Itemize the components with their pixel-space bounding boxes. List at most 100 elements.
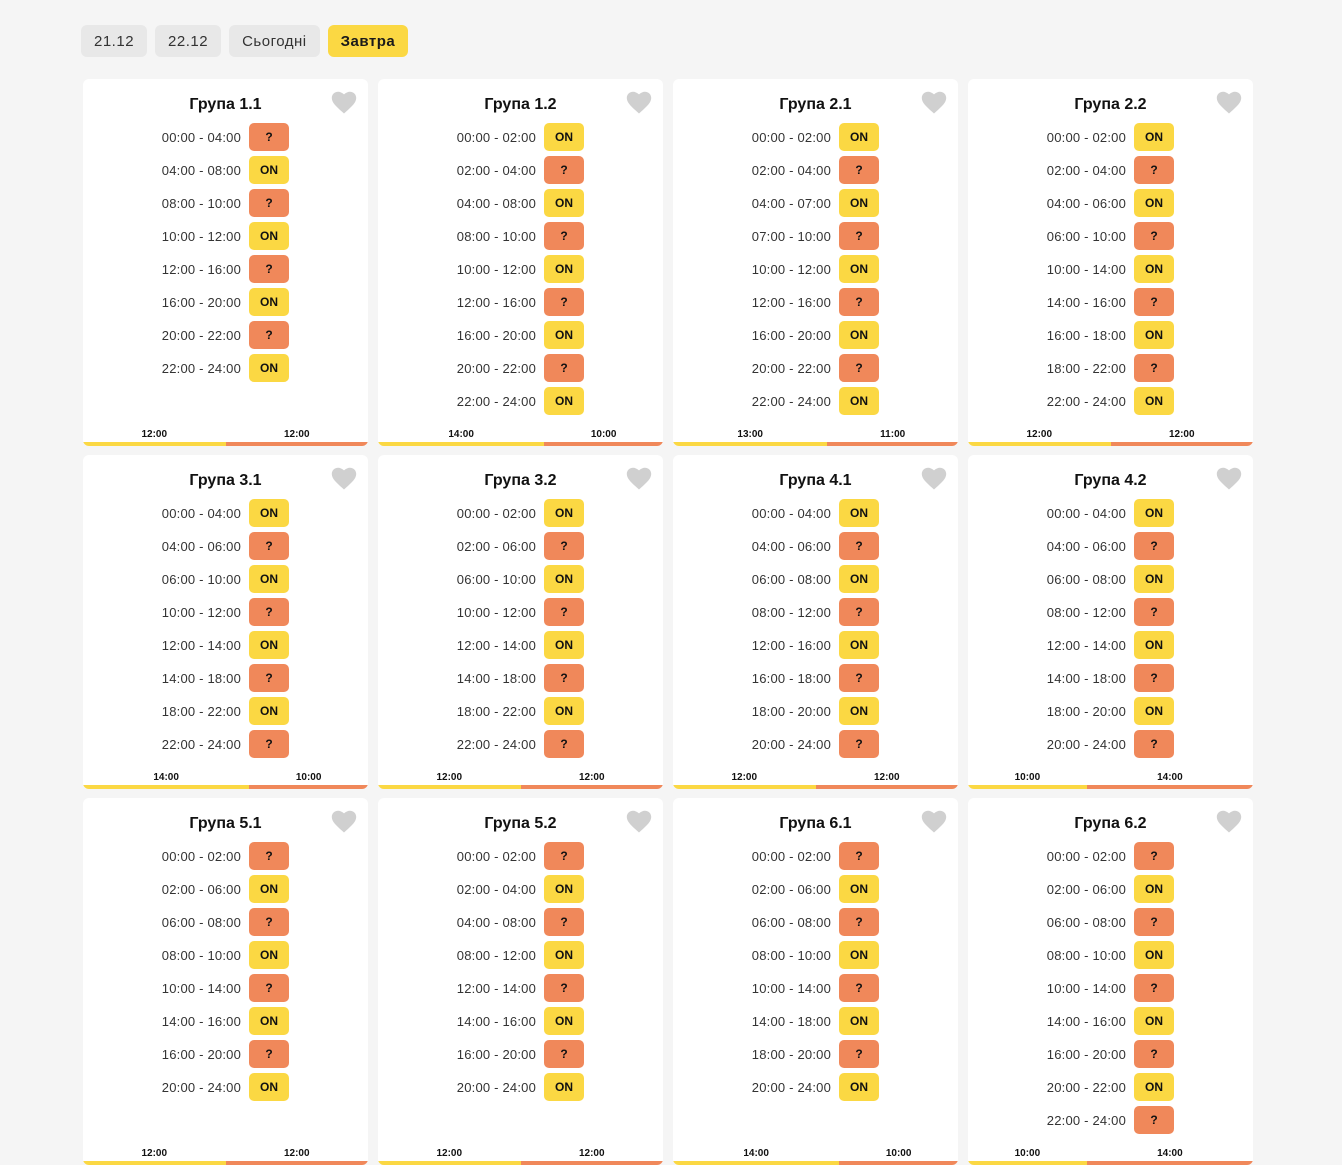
- heart-icon[interactable]: [331, 91, 357, 115]
- tab-today[interactable]: Сьогодні: [229, 25, 320, 57]
- slot-time: 14:00 - 18:00: [751, 1014, 831, 1029]
- slot-time: 18:00 - 22:00: [1046, 361, 1126, 376]
- slot-list: 00:00 - 02:00 ON 02:00 - 04:00? 04:00 - 06:…: [968, 123, 1253, 420]
- slot-time: 16:00 - 18:00: [751, 671, 831, 686]
- progress-bar: [673, 1161, 958, 1165]
- slot-row: 16:00 - 18:00 ON: [968, 321, 1253, 354]
- group-title: Група 4.2: [1074, 472, 1147, 489]
- slot-list: 00:00 - 02:00 ON 02:00 - 06:00? 06:00 - 10:…: [378, 499, 663, 763]
- progress-bar: [83, 442, 368, 446]
- status-badge-unknown: ?: [544, 288, 584, 316]
- unknown-segment: [520, 1161, 663, 1165]
- progress-bar: [378, 785, 663, 789]
- slot-row: 04:00 - 07:00 ON: [673, 189, 958, 222]
- slot-time: 12:00 - 16:00: [161, 262, 241, 277]
- status-badge-on: ON: [839, 1073, 879, 1101]
- on-total-label: 12:00: [731, 772, 758, 783]
- status-badge-unknown: ?: [544, 222, 584, 250]
- status-badge-on: ON: [839, 631, 879, 659]
- status-badge-on: ON: [544, 321, 584, 349]
- slot-time: 02:00 - 04:00: [456, 163, 536, 178]
- slot-row: 10:00 - 12:00 ON: [378, 255, 663, 288]
- slot-row: 08:00 - 10:00?: [378, 222, 663, 255]
- heart-icon[interactable]: [331, 810, 357, 834]
- group-card: Група 3.1 00:00 - 04:00 ON 04:00 - 06:00? 06…: [83, 455, 368, 789]
- slot-row: 00:00 - 02:00 ON: [968, 123, 1253, 156]
- slot-time: 16:00 - 20:00: [456, 328, 536, 343]
- status-badge-unknown: ?: [249, 664, 289, 692]
- tab-22-12[interactable]: 22.12: [155, 25, 222, 57]
- heart-icon[interactable]: [626, 91, 652, 115]
- slot-time: 04:00 - 08:00: [161, 163, 241, 178]
- slot-row: 10:00 - 14:00 ON: [968, 255, 1253, 288]
- slot-row: 08:00 - 12:00?: [673, 598, 958, 631]
- tab-tomorrow[interactable]: Завтра: [327, 25, 409, 57]
- summary-bar: 14:00 10:00: [378, 424, 663, 446]
- heart-icon[interactable]: [1216, 810, 1242, 834]
- slot-row: 00:00 - 02:00 ON: [673, 123, 958, 156]
- heart-icon[interactable]: [331, 467, 357, 491]
- slot-time: 08:00 - 12:00: [456, 948, 536, 963]
- status-badge-on: ON: [249, 1007, 289, 1035]
- summary-bar: 12:00 12:00: [968, 424, 1253, 446]
- group-card: Група 4.2 00:00 - 04:00 ON 04:00 - 06:00? 06…: [968, 455, 1253, 789]
- on-segment: [378, 1161, 521, 1165]
- heart-icon[interactable]: [626, 467, 652, 491]
- slot-time: 20:00 - 24:00: [456, 1080, 536, 1095]
- status-badge-on: ON: [1134, 941, 1174, 969]
- slot-row: 22:00 - 24:00 ON: [378, 387, 663, 420]
- slot-time: 10:00 - 12:00: [161, 229, 241, 244]
- slot-row: 20:00 - 24:00?: [673, 730, 958, 763]
- group-title: Група 1.2: [484, 96, 557, 113]
- status-badge-unknown: ?: [544, 156, 584, 184]
- slot-row: 06:00 - 10:00 ON: [83, 565, 368, 598]
- slot-row: 18:00 - 20:00?: [673, 1040, 958, 1073]
- status-badge-unknown: ?: [1134, 1106, 1174, 1134]
- unknown-total-label: 10:00: [885, 1148, 912, 1159]
- slot-time: 04:00 - 07:00: [751, 196, 831, 211]
- status-badge-unknown: ?: [1134, 908, 1174, 936]
- slot-row: 08:00 - 12:00?: [968, 598, 1253, 631]
- unknown-segment: [249, 785, 368, 789]
- summary-bar: 12:00 12:00: [83, 1143, 368, 1165]
- heart-icon[interactable]: [921, 810, 947, 834]
- slot-row: 04:00 - 06:00?: [83, 532, 368, 565]
- slot-time: 22:00 - 24:00: [161, 361, 241, 376]
- slot-row: 00:00 - 04:00 ON: [673, 499, 958, 532]
- slot-time: 08:00 - 10:00: [751, 948, 831, 963]
- slot-row: 02:00 - 04:00?: [968, 156, 1253, 189]
- slot-row: 20:00 - 22:00?: [83, 321, 368, 354]
- heart-icon[interactable]: [1216, 91, 1242, 115]
- unknown-segment: [225, 1161, 368, 1165]
- slot-time: 22:00 - 24:00: [456, 394, 536, 409]
- slot-row: 08:00 - 10:00 ON: [673, 941, 958, 974]
- slot-time: 08:00 - 12:00: [1046, 605, 1126, 620]
- heart-icon[interactable]: [921, 467, 947, 491]
- slot-list: 00:00 - 02:00 ON 02:00 - 04:00? 04:00 - 07:…: [673, 123, 958, 420]
- slot-row: 16:00 - 20:00 ON: [673, 321, 958, 354]
- status-badge-on: ON: [249, 1073, 289, 1101]
- status-badge-on: ON: [1134, 631, 1174, 659]
- status-badge-on: ON: [249, 156, 289, 184]
- tab-21-12[interactable]: 21.12: [81, 25, 148, 57]
- heart-icon[interactable]: [1216, 467, 1242, 491]
- heart-icon[interactable]: [626, 810, 652, 834]
- slot-time: 00:00 - 02:00: [161, 849, 241, 864]
- progress-bar: [83, 785, 368, 789]
- slot-time: 20:00 - 24:00: [751, 1080, 831, 1095]
- status-badge-unknown: ?: [1134, 288, 1174, 316]
- status-badge-unknown: ?: [249, 908, 289, 936]
- unknown-total-label: 12:00: [1168, 429, 1195, 440]
- slot-row: 04:00 - 08:00 ON: [378, 189, 663, 222]
- slot-time: 10:00 - 14:00: [1046, 262, 1126, 277]
- status-badge-on: ON: [544, 697, 584, 725]
- slot-row: 02:00 - 04:00?: [378, 156, 663, 189]
- status-badge-on: ON: [544, 565, 584, 593]
- heart-icon[interactable]: [921, 91, 947, 115]
- slot-time: 12:00 - 14:00: [456, 638, 536, 653]
- slot-time: 20:00 - 22:00: [751, 361, 831, 376]
- slot-time: 22:00 - 24:00: [1046, 1113, 1126, 1128]
- slot-time: 02:00 - 04:00: [751, 163, 831, 178]
- slot-time: 16:00 - 18:00: [1046, 328, 1126, 343]
- summary-bar: 14:00 10:00: [83, 767, 368, 789]
